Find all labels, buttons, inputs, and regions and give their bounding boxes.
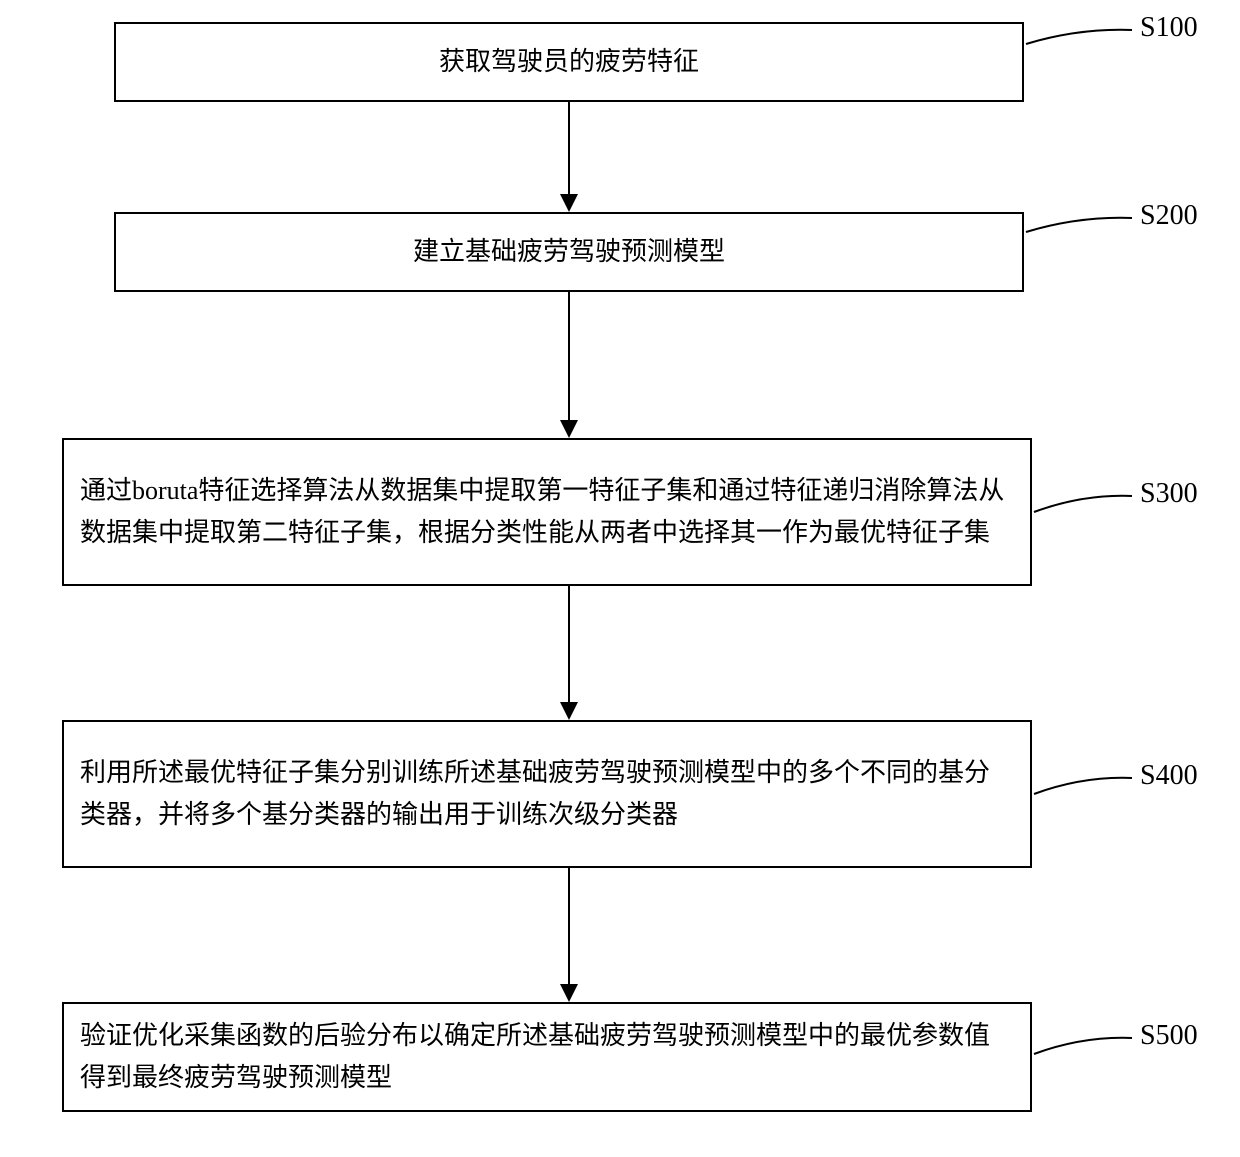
step-label-l300: S300 <box>1140 478 1198 510</box>
flow-node-s500: 验证优化采集函数的后验分布以确定所述基础疲劳驾驶预测模型中的最优参数值得到最终疲… <box>62 1002 1032 1112</box>
leader-line <box>1032 494 1134 514</box>
arrow-head-icon <box>560 702 578 720</box>
step-label-l100: S100 <box>1140 12 1198 44</box>
flow-node-s400: 利用所述最优特征子集分别训练所述基础疲劳驾驶预测模型中的多个不同的基分类器，并将… <box>62 720 1032 868</box>
arrow-line <box>568 102 570 194</box>
leader-line <box>1032 776 1134 796</box>
flow-node-text: 获取驾驶员的疲劳特征 <box>439 41 699 83</box>
step-label-l500: S500 <box>1140 1020 1198 1052</box>
arrow-head-icon <box>560 984 578 1002</box>
leader-line <box>1024 28 1134 46</box>
flow-node-s300: 通过boruta特征选择算法从数据集中提取第一特征子集和通过特征递归消除算法从数… <box>62 438 1032 586</box>
step-label-l400: S400 <box>1140 760 1198 792</box>
step-label-l200: S200 <box>1140 200 1198 232</box>
arrow-head-icon <box>560 194 578 212</box>
leader-line <box>1024 216 1134 234</box>
flow-node-text: 利用所述最优特征子集分别训练所述基础疲劳驾驶预测模型中的多个不同的基分类器，并将… <box>80 752 1014 835</box>
flow-node-s200: 建立基础疲劳驾驶预测模型 <box>114 212 1024 292</box>
arrow-line <box>568 586 570 702</box>
arrow-line <box>568 292 570 420</box>
leader-line <box>1032 1036 1134 1056</box>
flow-node-text: 验证优化采集函数的后验分布以确定所述基础疲劳驾驶预测模型中的最优参数值得到最终疲… <box>80 1015 1014 1098</box>
arrow-head-icon <box>560 420 578 438</box>
flow-node-text: 通过boruta特征选择算法从数据集中提取第一特征子集和通过特征递归消除算法从数… <box>80 470 1014 553</box>
flow-node-text: 建立基础疲劳驾驶预测模型 <box>413 231 725 273</box>
flow-node-s100: 获取驾驶员的疲劳特征 <box>114 22 1024 102</box>
flowchart-canvas: 获取驾驶员的疲劳特征建立基础疲劳驾驶预测模型通过boruta特征选择算法从数据集… <box>0 0 1240 1157</box>
arrow-line <box>568 868 570 984</box>
